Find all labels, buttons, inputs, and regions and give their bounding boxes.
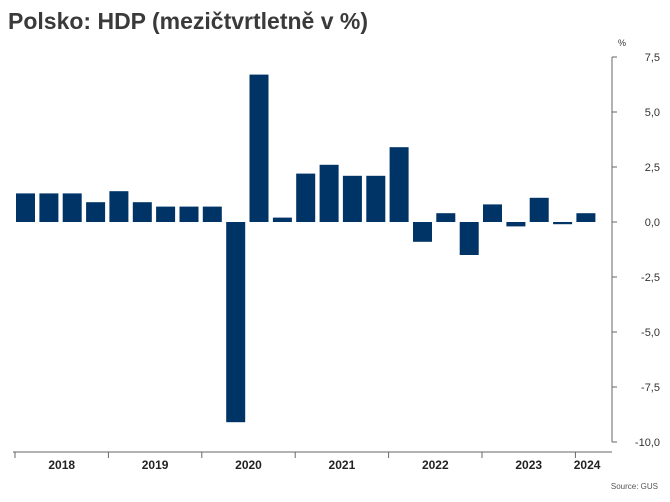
bar-2020-q4 xyxy=(272,217,292,222)
bar-2022-q4 xyxy=(459,222,479,255)
x-tick-label-2020: 2020 xyxy=(235,458,262,472)
bar-2018-q2 xyxy=(39,193,59,222)
bar-2023-q1 xyxy=(483,204,502,222)
bar-2021-q2 xyxy=(319,164,339,222)
y-tick-label: 5,0 xyxy=(645,107,660,119)
x-tick-label-2019: 2019 xyxy=(142,458,169,472)
bars-group xyxy=(16,74,596,423)
bar-2024-q1 xyxy=(576,213,596,222)
y-tick-label: 0,0 xyxy=(645,217,660,229)
y-tick-label: 7,5 xyxy=(645,52,660,64)
bar-2023-q3 xyxy=(529,197,549,222)
bar-2018-q4 xyxy=(86,202,106,222)
bar-2022-q1 xyxy=(389,147,409,222)
bar-2023-q2 xyxy=(506,222,526,227)
x-tick-label-2024: 2024 xyxy=(574,458,601,472)
source-note: Source: GUS xyxy=(610,482,658,491)
bar-2021-q4 xyxy=(366,175,386,222)
bar-2022-q2 xyxy=(413,222,432,242)
bar-2021-q3 xyxy=(342,175,362,222)
bar-2020-q2 xyxy=(226,222,246,423)
bar-2018-q1 xyxy=(16,193,35,222)
y-tick-label: -10,0 xyxy=(635,437,660,449)
y-tick-label: 2,5 xyxy=(645,162,660,174)
bar-2020-q3 xyxy=(249,74,269,222)
bar-2019-q4 xyxy=(179,206,199,222)
x-tick-label-2018: 2018 xyxy=(48,458,75,472)
y-axis-unit: % xyxy=(618,38,627,48)
bar-2022-q3 xyxy=(436,213,456,222)
bar-2021-q1 xyxy=(296,173,316,222)
x-tick-label-2023: 2023 xyxy=(515,458,542,472)
x-axis: 2018 2019 2020 2021 2022 2023 2024 xyxy=(13,451,612,472)
y-tick-label: -2,5 xyxy=(641,272,660,284)
y-axis: 7,5 5,0 2,5 0,0 -2,5 -5,0 -7,5 -10,0 xyxy=(611,52,660,449)
chart-title: Polsko: HDP (mezičtvrtletně v %) xyxy=(8,8,369,34)
x-tick-label-2022: 2022 xyxy=(422,458,449,472)
x-tick-label-2021: 2021 xyxy=(329,458,356,472)
bar-2019-q2 xyxy=(132,202,152,222)
y-tick-label: -7,5 xyxy=(641,382,660,394)
bar-2023-q4 xyxy=(553,222,573,225)
bar-2019-q1 xyxy=(109,191,129,222)
bar-2018-q3 xyxy=(62,193,82,222)
bar-2019-q3 xyxy=(156,206,176,222)
bar-2020-q1 xyxy=(202,206,222,222)
y-tick-label: -5,0 xyxy=(641,327,660,339)
